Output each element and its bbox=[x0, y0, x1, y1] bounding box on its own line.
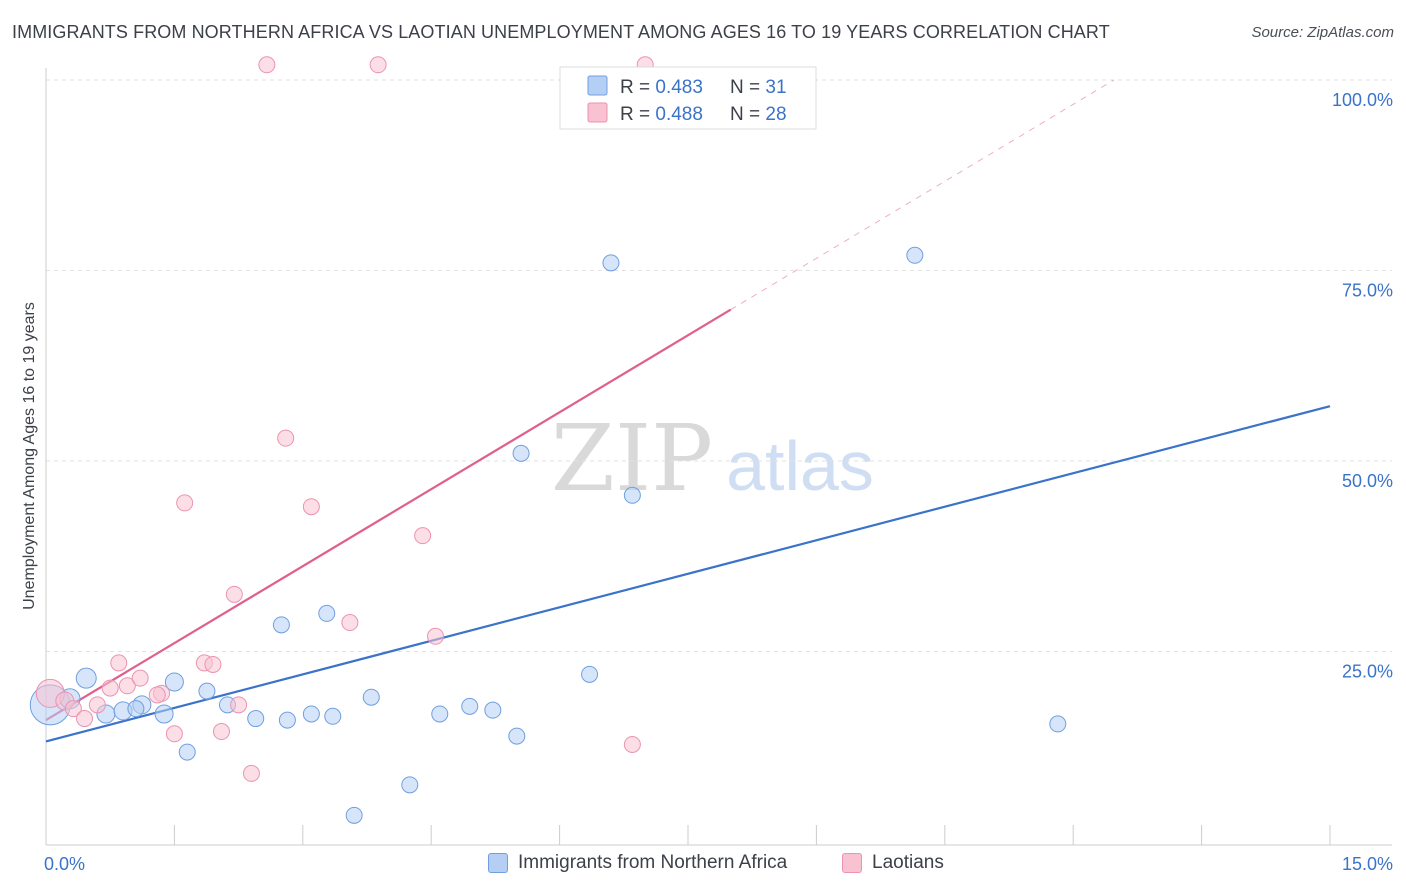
bottom-legend-item-immigrants[interactable]: Immigrants from Northern Africa bbox=[488, 852, 787, 874]
trendline-solid-1 bbox=[45, 308, 732, 722]
point-immigrants bbox=[1049, 715, 1067, 733]
legend-n-label-1: N = bbox=[730, 77, 765, 98]
x-tick-label-end: 15.0% bbox=[1342, 854, 1393, 874]
tick-label-layer: 25.0% 50.0% 75.0% 100.0% 0.0% 15.0% bbox=[44, 90, 1393, 874]
legend-n-value-1: 31 bbox=[765, 77, 786, 98]
y-tick-label: 50.0% bbox=[1342, 471, 1393, 491]
bottom-legend: Immigrants from Northern Africa Laotians bbox=[0, 852, 1406, 878]
point-immigrants bbox=[247, 710, 265, 728]
bottom-legend-swatch-blue bbox=[488, 853, 508, 873]
point-immigrants bbox=[602, 254, 620, 272]
point-immigrants bbox=[362, 688, 380, 706]
point-laotians bbox=[414, 527, 432, 545]
chart-title: IMMIGRANTS FROM NORTHERN AFRICA VS LAOTI… bbox=[12, 22, 1110, 42]
point-laotians bbox=[623, 735, 641, 753]
point-immigrants bbox=[127, 700, 145, 718]
axis-layer bbox=[45, 68, 1392, 846]
trend-layer bbox=[45, 79, 1331, 743]
point-immigrants bbox=[75, 667, 97, 689]
x-tick-label-start: 0.0% bbox=[44, 854, 85, 874]
point-laotians bbox=[302, 498, 320, 516]
legend-r-value-2: 0.488 bbox=[655, 104, 703, 125]
svg-text:N = 31: N = 31 bbox=[730, 77, 787, 98]
svg-text:R = 0.483: R = 0.483 bbox=[620, 77, 703, 98]
svg-text:R = 0.488: R = 0.488 bbox=[620, 104, 703, 125]
point-laotians bbox=[426, 627, 444, 645]
y-tick-label: 100.0% bbox=[1332, 90, 1393, 110]
point-laotians bbox=[258, 56, 276, 74]
point-immigrants bbox=[581, 665, 599, 683]
point-laotians bbox=[101, 679, 119, 697]
source-label: Source: ZipAtlas.com bbox=[1251, 24, 1394, 41]
point-immigrants bbox=[623, 486, 641, 504]
legend-n-value-2: 28 bbox=[765, 104, 786, 125]
point-laotians bbox=[110, 654, 128, 672]
point-laotians bbox=[88, 696, 106, 714]
point-layer bbox=[29, 56, 1067, 824]
point-laotians bbox=[118, 677, 136, 695]
point-immigrants bbox=[906, 246, 924, 264]
point-immigrants bbox=[178, 743, 196, 761]
point-immigrants bbox=[461, 697, 479, 715]
point-laotians bbox=[165, 725, 183, 743]
point-immigrants bbox=[431, 705, 449, 723]
legend-r-value-1: 0.483 bbox=[655, 77, 703, 98]
point-immigrants bbox=[324, 707, 342, 725]
point-immigrants bbox=[154, 704, 174, 724]
point-immigrants bbox=[164, 672, 184, 692]
point-immigrants bbox=[401, 776, 419, 794]
point-immigrants bbox=[278, 711, 296, 729]
point-immigrants bbox=[508, 727, 526, 745]
point-laotians bbox=[242, 764, 260, 782]
bottom-legend-swatch-pink bbox=[842, 853, 862, 873]
stats-legend: R = 0.483 N = 31 R = 0.488 N = 28 bbox=[559, 66, 817, 130]
point-immigrants bbox=[345, 806, 363, 824]
legend-swatch-blue bbox=[587, 75, 608, 96]
trendline-0 bbox=[45, 405, 1331, 743]
point-immigrants bbox=[318, 604, 336, 622]
svg-text:N = 28: N = 28 bbox=[730, 104, 787, 125]
legend-r-label-1: R = bbox=[620, 77, 655, 98]
point-laotians bbox=[131, 669, 149, 687]
y-tick-label: 25.0% bbox=[1342, 662, 1393, 682]
watermark-atlas: atlas bbox=[726, 427, 874, 505]
point-immigrants bbox=[302, 705, 320, 723]
trendline-dashed-1 bbox=[730, 79, 1115, 311]
point-immigrants bbox=[512, 444, 530, 462]
point-laotians bbox=[204, 655, 222, 673]
point-laotians bbox=[176, 494, 194, 512]
point-laotians bbox=[76, 710, 94, 728]
point-laotians bbox=[212, 723, 230, 741]
point-laotians bbox=[64, 700, 82, 718]
point-laotians bbox=[277, 429, 295, 447]
point-laotians bbox=[225, 585, 243, 603]
point-laotians bbox=[230, 696, 248, 714]
point-laotians bbox=[148, 686, 166, 704]
legend-n-label-2: N = bbox=[730, 104, 765, 125]
bottom-legend-item-laotians[interactable]: Laotians bbox=[842, 852, 944, 874]
bottom-legend-label-laotians: Laotians bbox=[872, 852, 944, 873]
point-laotians bbox=[341, 614, 359, 632]
point-immigrants bbox=[272, 616, 290, 634]
legend-r-label-2: R = bbox=[620, 104, 655, 125]
legend-swatch-pink bbox=[587, 102, 608, 123]
y-tick-label: 75.0% bbox=[1342, 281, 1393, 301]
bottom-legend-label-immigrants: Immigrants from Northern Africa bbox=[518, 852, 788, 873]
point-immigrants bbox=[198, 682, 216, 700]
point-immigrants bbox=[484, 701, 502, 719]
point-laotians bbox=[369, 56, 387, 74]
